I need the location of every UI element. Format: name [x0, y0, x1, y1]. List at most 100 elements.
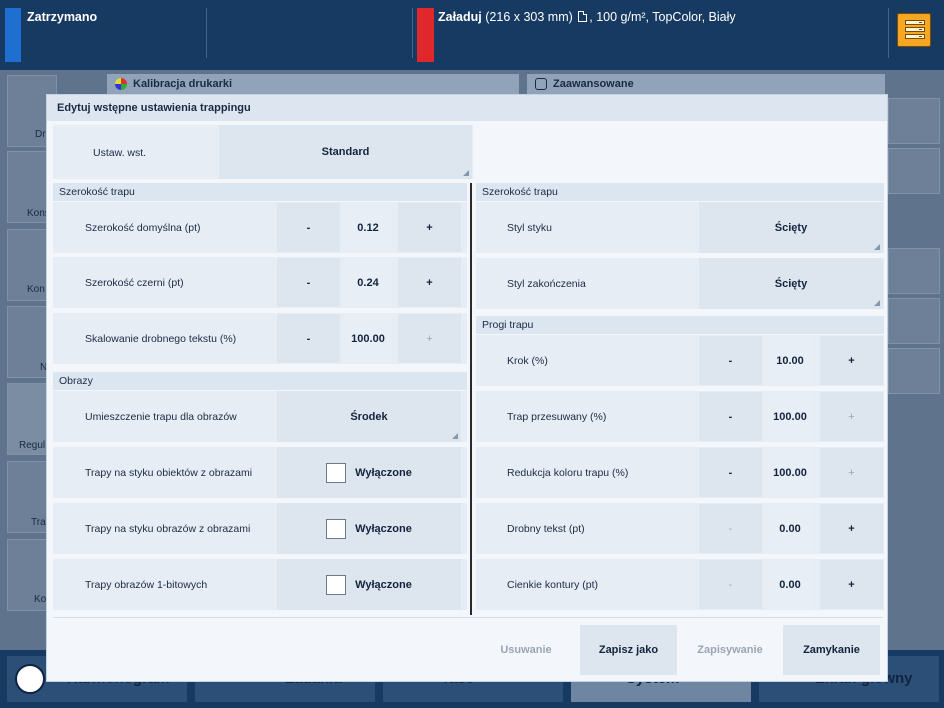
load-label: Załaduj	[438, 10, 482, 24]
section-trap-width-right: Szerokość trapu	[476, 183, 884, 201]
load-indicator	[417, 8, 434, 62]
dropdown-corner-icon	[452, 433, 458, 439]
trap-color-reduction-value: 100.00	[766, 448, 814, 497]
load-details: , 100 g/m², TopColor, Biały	[589, 10, 736, 24]
tile	[888, 248, 940, 294]
tile	[888, 98, 940, 144]
default-width-increment-button[interactable]: +	[398, 203, 461, 252]
sliding-trap-value: 100.00	[766, 392, 814, 441]
divider	[888, 8, 889, 58]
object-image-traps-label: Trapy na styku obiektów z obrazami	[85, 467, 253, 479]
dropdown-corner-icon	[463, 170, 469, 176]
sidebar-label: Ko	[34, 594, 47, 605]
default-width-decrement-button[interactable]: -	[277, 203, 340, 252]
join-style-select[interactable]: Ścięty	[699, 202, 883, 253]
load-size: (216 x 303 mm)	[485, 10, 573, 24]
trap-color-reduction-label: Redukcja koloru trapu (%)	[507, 467, 629, 479]
black-width-increment-button[interactable]: +	[398, 258, 461, 307]
close-button[interactable]: Zamykanie	[783, 625, 880, 675]
end-style-label: Styl zakończenia	[507, 278, 586, 290]
object-image-traps-toggle[interactable]: Wyłączone	[277, 447, 461, 498]
status-bar: Zatrzymano Załaduj (216 x 303 mm) , 100 …	[0, 0, 944, 70]
1bit-image-traps-toggle[interactable]: Wyłączone	[277, 559, 461, 610]
sidebar-label: Regul	[19, 440, 46, 451]
preset-select[interactable]: Standard	[219, 125, 472, 179]
small-text-scaling-decrement-button[interactable]: -	[277, 314, 340, 363]
default-width-value: 0.12	[344, 203, 392, 252]
queue-button[interactable]	[897, 13, 931, 47]
sidebar-label: Tra	[31, 517, 46, 528]
image-image-traps-label: Trapy na styku obrazów z obrazami	[85, 523, 251, 535]
tile	[888, 348, 940, 394]
checkbox[interactable]	[326, 462, 347, 483]
section-trap-width-left: Szerokość trapu	[53, 183, 467, 201]
sliding-trap-label: Trap przesuwany (%)	[507, 411, 607, 423]
calibration-header: Kalibracja drukarki	[107, 74, 519, 94]
sidebar-label: N	[40, 362, 48, 373]
sidebar-label: Kons	[27, 208, 50, 219]
step-decrement-button[interactable]: -	[699, 336, 762, 385]
thin-lines-value: 0.00	[766, 560, 814, 609]
row-step	[476, 335, 884, 386]
tray-icon	[905, 20, 925, 25]
end-style-select[interactable]: Ścięty	[699, 258, 883, 309]
sidebar-label: Kon	[27, 284, 45, 295]
preset-spacer	[473, 125, 885, 179]
small-text-decrement-button[interactable]: -	[699, 504, 762, 553]
small-text-value: 0.00	[766, 504, 814, 553]
dropdown-corner-icon	[874, 244, 880, 250]
trap-color-reduction-decrement-button[interactable]: -	[699, 448, 762, 497]
hand-icon	[535, 78, 547, 90]
advanced-header: Zaawansowane	[527, 74, 885, 94]
join-style-label: Styl styku	[507, 222, 552, 234]
delete-button[interactable]: Usuwanie	[500, 644, 552, 656]
calibration-icon	[115, 78, 127, 90]
trap-color-reduction-increment-button[interactable]: +	[820, 448, 883, 497]
tile	[888, 298, 940, 344]
checkbox[interactable]	[326, 518, 347, 539]
tile	[888, 148, 940, 194]
small-text-label: Drobny tekst (pt)	[507, 523, 585, 535]
footer-divider	[53, 617, 883, 618]
black-width-value: 0.24	[344, 258, 392, 307]
sidebar-label: Dr	[35, 129, 46, 140]
image-image-traps-toggle[interactable]: Wyłączone	[277, 503, 461, 554]
trapping-preset-dialog: Edytuj wstępne ustawienia trappingu Usta…	[46, 94, 888, 682]
printer-status: Zatrzymano	[27, 10, 98, 24]
document-icon	[578, 11, 588, 22]
black-width-decrement-button[interactable]: -	[277, 258, 340, 307]
divider	[412, 8, 413, 58]
status-indicator	[5, 8, 21, 62]
sliding-trap-decrement-button[interactable]: -	[699, 392, 762, 441]
row-sliding-trap	[476, 391, 884, 442]
default-width-label: Szerokość domyślna (pt)	[85, 222, 201, 234]
checkbox[interactable]	[326, 574, 347, 595]
step-value: 10.00	[766, 336, 814, 385]
row-thin-lines	[476, 559, 884, 610]
small-text-increment-button[interactable]: +	[820, 504, 883, 553]
clock-icon	[15, 664, 45, 694]
load-message[interactable]: Załaduj (216 x 303 mm) , 100 g/m², TopCo…	[438, 10, 736, 24]
black-width-label: Szerokość czerni (pt)	[85, 277, 184, 289]
section-trap-thresholds: Progi trapu	[476, 316, 884, 334]
small-text-scaling-increment-button[interactable]: +	[398, 314, 461, 363]
tray-icon	[905, 27, 925, 32]
save-button[interactable]: Zapisywanie	[697, 644, 763, 656]
dropdown-corner-icon	[874, 300, 880, 306]
thin-lines-label: Cienkie kontury (pt)	[507, 579, 599, 591]
small-text-scaling-label: Skalowanie drobnego tekstu (%)	[85, 333, 237, 345]
thin-lines-increment-button[interactable]: +	[820, 560, 883, 609]
step-label: Krok (%)	[507, 355, 548, 367]
section-images: Obrazy	[53, 372, 467, 390]
dialog-title: Edytuj wstępne ustawienia trappingu	[47, 95, 887, 121]
row-small-text	[476, 503, 884, 554]
step-increment-button[interactable]: +	[820, 336, 883, 385]
image-trap-placement-label: Umieszczenie trapu dla obrazów	[85, 411, 237, 423]
thin-lines-decrement-button[interactable]: -	[699, 560, 762, 609]
image-trap-placement-select[interactable]: Środek	[277, 391, 461, 442]
1bit-image-traps-label: Trapy obrazów 1-bitowych	[85, 579, 208, 591]
save-as-button[interactable]: Zapisz jako	[580, 625, 677, 675]
divider	[206, 8, 207, 58]
column-divider	[470, 183, 472, 615]
sliding-trap-increment-button[interactable]: +	[820, 392, 883, 441]
